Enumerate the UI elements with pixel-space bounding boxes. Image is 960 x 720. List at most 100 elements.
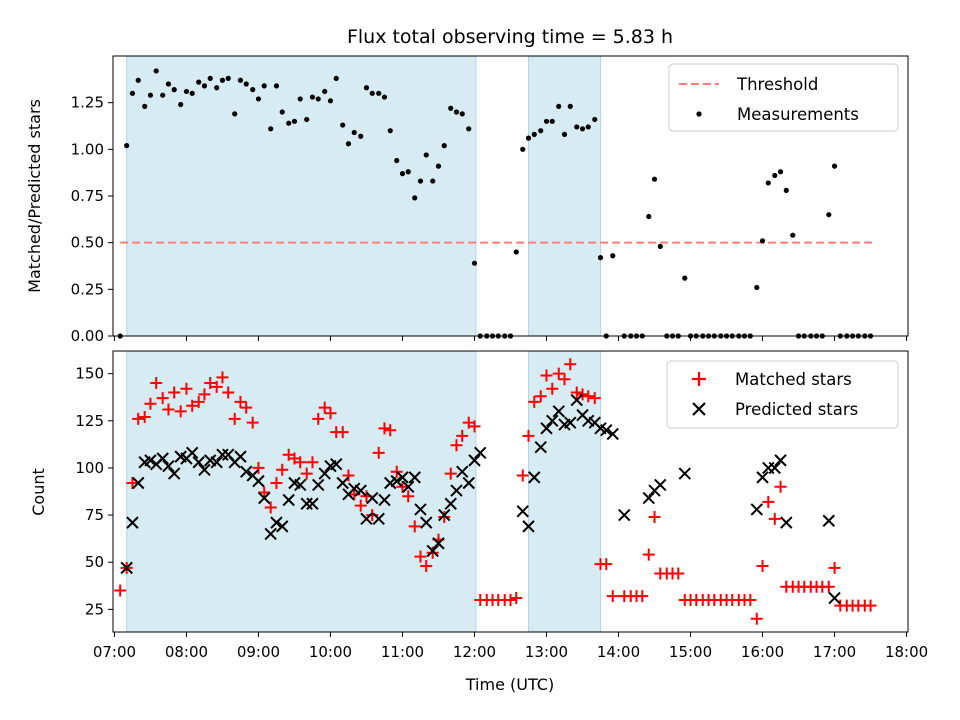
matched-star-marker [828,561,841,574]
predicted-star-marker [546,414,559,427]
predicted-star-marker [828,591,841,605]
predicted-star-marker [276,520,289,533]
predicted-star-marker [300,497,313,510]
matched-star-marker [558,373,571,386]
matched-legend-swatch [692,372,706,386]
predicted-star-marker [282,493,295,507]
predicted-star-marker [768,461,781,475]
matched-star-marker [144,397,157,410]
predicted-star-marker [186,446,199,460]
matched-star-marker [468,420,481,433]
threshold-legend-label: Threshold [736,75,818,94]
count-y-tick-label: 150 [75,365,104,383]
measurement-point [448,105,454,111]
measurement-point [345,141,352,147]
measurement-point [394,157,400,164]
measurement-point [376,90,382,96]
measurement-point [826,212,832,218]
measurement-point [237,77,244,83]
predicted-star-marker [618,508,631,522]
measurement-point [567,103,573,109]
matched-star-marker [522,429,535,442]
count-x-tick-label: 08:00 [165,643,208,661]
count-legend-box [666,360,899,429]
matched-star-marker [648,510,661,523]
matched-star-marker [312,412,325,425]
measurement-point [153,68,159,74]
predicted-star-marker [402,480,415,493]
ratio-y-axis-label: Matched/Predicted stars [25,99,44,293]
matched-star-marker [324,407,337,420]
predicted-star-marker [120,561,133,575]
measurement-point [579,126,586,132]
matched-star-marker [672,567,685,580]
ratio-y-tick-label: 1.00 [71,140,104,158]
measurement-point [525,135,532,141]
matched-star-marker [456,429,469,442]
matched-star-marker [168,386,181,399]
predicted-legend-swatch [692,402,706,416]
matched-star-marker [204,377,217,390]
matched-star-marker [318,401,331,414]
matched-star-marker [768,512,781,525]
measurement-point [363,85,370,91]
matched-star-marker [126,477,139,490]
measurement-point [351,129,357,136]
matched-star-marker [414,550,427,563]
matched-star-marker [294,456,307,469]
matched-star-marker [504,593,517,606]
measurement-point [196,79,202,85]
predicted-star-marker [450,484,463,497]
matched-star-marker [750,612,763,625]
predicted-star-marker [654,478,667,492]
predicted-star-marker [270,516,283,529]
matched-star-marker [222,386,235,399]
count-x-tick-label: 10:00 [309,643,352,661]
measurement-point [225,75,231,81]
matched-star-marker [396,480,409,493]
measurement-point [207,75,213,81]
measurement-point [279,109,285,115]
measurement-point [171,87,177,93]
matched-star-marker [258,486,271,499]
measurement-point [783,187,789,193]
matched-star-marker [636,590,649,603]
predicted-star-marker [192,456,205,469]
count-y-tick-label: 75 [85,506,104,524]
measurement-point [189,90,195,96]
count-axes-frame [112,350,909,633]
measurement-point [682,275,688,281]
ratio-legend-box [668,63,899,132]
measurement-point [754,284,760,291]
matched-star-marker [192,395,205,408]
measurements-legend-label: Measurements [737,105,859,124]
measurement-point [772,172,778,179]
matched-star-marker [174,405,187,418]
matched-star-marker [540,369,553,382]
count-x-tick-label: 12:00 [453,643,496,661]
measurement-point [453,109,460,115]
predicted-star-marker [240,465,253,478]
predicted-star-marker [426,544,439,558]
matched-star-marker [150,377,163,390]
predicted-star-marker [600,424,613,437]
measurement-point [777,169,784,175]
predicted-star-marker [378,493,391,507]
measurement-point [466,126,472,132]
measurement-point [255,96,262,102]
measurement-point [291,118,298,124]
measurement-point [183,88,190,95]
measurement-point [765,180,771,186]
predicted-star-marker [156,452,169,465]
matched-star-marker [546,382,559,395]
measurement-point [520,146,526,152]
count-y-tick-label: 25 [85,600,104,618]
predicted-star-marker [234,450,247,463]
matched-star-marker [210,380,223,393]
measurement-point [430,178,436,184]
measurement-point [333,75,339,81]
count-x-tick-label: 17:00 [813,643,856,661]
predicted-star-marker [390,474,403,488]
count-y-axis-label: Count [29,468,48,516]
matched-star-marker [132,412,145,425]
